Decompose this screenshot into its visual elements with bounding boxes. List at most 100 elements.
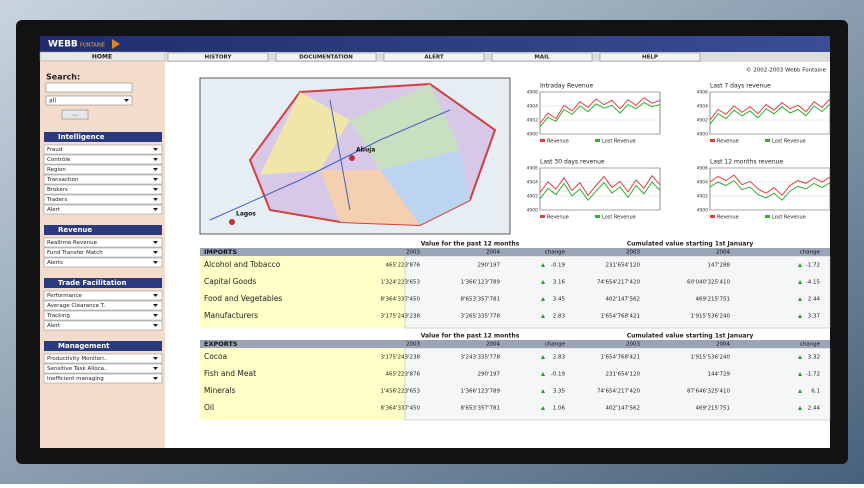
- cell: 290'197: [477, 263, 500, 269]
- column-header: 2004: [486, 250, 500, 256]
- group-header: Cumulated value starting 1st January: [627, 241, 754, 248]
- row-name: Capital Goods: [204, 277, 256, 286]
- y-tick-label: 4902: [697, 118, 709, 124]
- cell: 402'147'562: [605, 406, 640, 412]
- column-header: change: [800, 342, 821, 348]
- column-header: change: [800, 250, 821, 256]
- section-title: Revenue: [58, 226, 92, 234]
- section-title: Management: [58, 342, 110, 350]
- home-label[interactable]: HOME: [92, 54, 112, 61]
- nav-tab-label[interactable]: ALERT: [424, 55, 444, 61]
- menu-item[interactable]: Tracking: [46, 313, 70, 319]
- cell: 2.83: [553, 314, 566, 320]
- cell: 1'366'123'789: [460, 389, 500, 395]
- y-tick-label: 4900: [697, 208, 709, 214]
- menu-item[interactable]: Average Clearance T.: [47, 303, 105, 309]
- legend-label: Revenue: [547, 214, 569, 220]
- row-name: Cocoa: [204, 352, 227, 361]
- menu-item[interactable]: Sensitive Task Alloca..: [47, 366, 108, 372]
- name-column: [200, 348, 405, 420]
- menu-item[interactable]: Alert: [47, 207, 61, 213]
- table-header: [200, 248, 830, 256]
- chart-title: Last 7 days revenue: [710, 83, 771, 90]
- menu-item[interactable]: Fund Transfer Match: [47, 250, 103, 256]
- plot-area: [540, 92, 660, 134]
- cell: -4.15: [806, 280, 821, 286]
- chart-title: Last 12 months revenue: [710, 159, 783, 166]
- nav-tab-label[interactable]: MAIL: [534, 55, 550, 61]
- cell: 1'324'223'653: [380, 280, 420, 286]
- select-value[interactable]: all: [49, 98, 56, 105]
- column-header: 2004: [486, 342, 500, 348]
- cell: 290'197: [477, 372, 500, 378]
- legend-swatch: [765, 215, 770, 218]
- y-tick-label: 4904: [697, 104, 709, 110]
- y-tick-label: 4906: [527, 166, 539, 172]
- map-label: Lagos: [236, 211, 256, 218]
- y-tick-label: 4900: [697, 132, 709, 138]
- brand-sub: FONTAINE: [80, 43, 105, 49]
- menu-item[interactable]: Transaction: [46, 177, 79, 183]
- menu-item[interactable]: Inefficient managing: [47, 376, 104, 382]
- menu-item[interactable]: Productivity Monitori..: [47, 356, 108, 362]
- menu-item[interactable]: Alert: [47, 323, 61, 329]
- nav-tab-label[interactable]: DOCUMENTATION: [299, 55, 353, 61]
- nav-tab-label[interactable]: HISTORY: [205, 55, 233, 61]
- cell: 147'288: [707, 263, 730, 269]
- y-tick-label: 4904: [527, 180, 539, 186]
- menu-item[interactable]: Contrôle: [47, 156, 71, 163]
- menu-item[interactable]: Traders: [46, 197, 67, 203]
- menu-item[interactable]: Performance: [47, 293, 82, 299]
- menu-item[interactable]: Fraud: [47, 147, 62, 153]
- column-header: change: [545, 250, 566, 256]
- screen-photo: WEBB FONTAINE HOME Search: all ... Intel…: [0, 0, 864, 484]
- y-tick-label: 4902: [527, 118, 539, 124]
- section-title: Intelligence: [58, 133, 105, 141]
- y-tick-label: 4900: [527, 208, 539, 214]
- menu-select[interactable]: [44, 321, 162, 330]
- column-header: change: [545, 342, 566, 348]
- column-header: 2004: [716, 342, 730, 348]
- cell: 2.44: [808, 406, 821, 412]
- nav-tab-label[interactable]: HELP: [642, 55, 658, 61]
- cell: 1'654'768'421: [600, 355, 640, 361]
- group-header: Cumulated value starting 1st January: [627, 333, 754, 340]
- cell: 1'456'223'653: [380, 389, 420, 395]
- menu-item[interactable]: Alerts: [47, 260, 63, 266]
- y-tick-label: 4906: [527, 90, 539, 96]
- cell: 8'364'337'450: [380, 297, 420, 303]
- row-name: Alcohol and Tobacco: [204, 260, 281, 269]
- cell: -0.19: [551, 372, 566, 378]
- cell: 3'175'243'238: [380, 355, 420, 361]
- cell: 144'729: [707, 372, 730, 378]
- search-select[interactable]: [46, 96, 132, 105]
- cell: 3'243'335'778: [460, 355, 500, 361]
- table-title: EXPORTS: [204, 340, 238, 348]
- cell: 1'654'768'421: [600, 314, 640, 320]
- section-title: Trade Facilitation: [58, 279, 126, 287]
- column-header: 2003: [406, 342, 420, 348]
- cell: 2.44: [808, 297, 821, 303]
- cell: 465'223'876: [385, 263, 420, 269]
- menu-item[interactable]: Realtime Revenue: [47, 240, 98, 246]
- menu-item[interactable]: Brokers: [47, 187, 68, 193]
- legend-swatch: [595, 215, 600, 218]
- cell: -1.72: [806, 263, 820, 269]
- y-tick-label: 4902: [697, 194, 709, 200]
- cell: 2.83: [553, 355, 566, 361]
- cell: 3'265'335'778: [460, 314, 500, 320]
- legend-label: Lost Revenue: [602, 138, 636, 144]
- search-input[interactable]: [46, 83, 132, 92]
- legend-label: Revenue: [717, 214, 739, 220]
- cell: 1'366'123'789: [460, 280, 500, 286]
- plot-area: [710, 168, 830, 210]
- row-name: Food and Vegetables: [204, 294, 282, 303]
- legend-swatch: [710, 139, 715, 142]
- cell: 8'364'337'450: [380, 406, 420, 412]
- cell: 465'223'876: [385, 372, 420, 378]
- button-label[interactable]: ...: [72, 111, 78, 118]
- chart-title: Intraday Revenue: [540, 83, 593, 90]
- cell: 231'654'120: [605, 372, 640, 378]
- menu-item[interactable]: Region: [47, 167, 66, 173]
- menu-select[interactable]: [44, 205, 162, 214]
